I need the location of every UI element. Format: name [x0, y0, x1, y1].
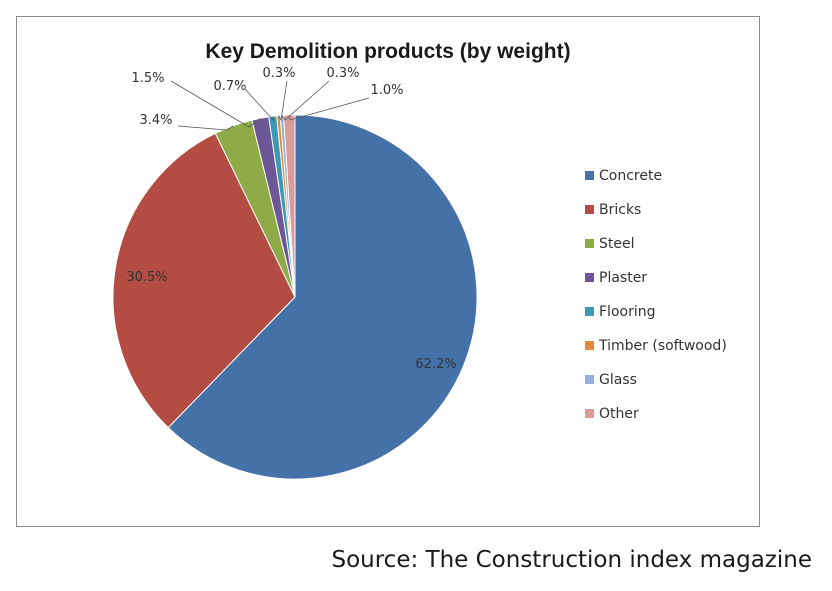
- legend-swatch-glass: [585, 375, 594, 384]
- data-label-glass: 0.3%: [326, 66, 359, 81]
- legend-label-flooring: Flooring: [599, 304, 655, 320]
- legend-swatch-flooring: [585, 307, 594, 316]
- legend-swatch-other: [585, 409, 594, 418]
- pie-slice-concrete: [167, 114, 478, 480]
- source-caption: Source: The Construction index magazine: [331, 547, 812, 573]
- data-label-concrete: 62.2%: [415, 357, 456, 372]
- pie-slice-bricks: [112, 132, 296, 429]
- data-label-bricks: 30.5%: [126, 270, 167, 285]
- leader-line-plaster: [170, 80, 261, 128]
- leader-line-flooring: [244, 88, 275, 122]
- data-labels: 62.2% 30.5% 3.4% 1.5% 0.7% 0.3% 0.3% 1.0%: [126, 66, 456, 372]
- leader-line-timber-softwood: [278, 80, 288, 122]
- legend-label-timber-softwood: Timber (softwood): [598, 338, 727, 354]
- chart-title: Key Demolition products (by weight): [205, 40, 570, 63]
- legend-swatch-timber-softwood: [585, 341, 594, 350]
- legend-label-plaster: Plaster: [599, 270, 647, 286]
- data-label-flooring: 0.7%: [213, 79, 246, 94]
- leader-line-glass: [281, 80, 330, 121]
- legend-label-steel: Steel: [599, 236, 635, 252]
- pie-slices: [112, 114, 478, 480]
- legend-swatch-steel: [585, 239, 594, 248]
- pie-chart: Key Demolition products (by weight) 62.2…: [112, 40, 727, 480]
- chart-frame: Key Demolition products (by weight) 62.2…: [16, 16, 760, 527]
- data-label-timber-softwood: 0.3%: [262, 66, 295, 81]
- legend-swatch-plaster: [585, 273, 594, 282]
- leader-line-other: [288, 97, 370, 121]
- leader-line-steel: [177, 125, 234, 131]
- legend-label-other: Other: [599, 406, 639, 422]
- data-label-plaster: 1.5%: [131, 71, 164, 86]
- legend-label-glass: Glass: [599, 372, 637, 388]
- legend-swatch-concrete: [585, 171, 594, 180]
- legend-label-concrete: Concrete: [599, 168, 662, 184]
- legend-swatch-bricks: [585, 205, 594, 214]
- data-label-other: 1.0%: [370, 83, 403, 98]
- legend: Concrete Bricks Steel Plaster Flooring Timber…: [585, 168, 727, 422]
- legend-label-bricks: Bricks: [599, 202, 641, 218]
- data-label-steel: 3.4%: [139, 113, 172, 128]
